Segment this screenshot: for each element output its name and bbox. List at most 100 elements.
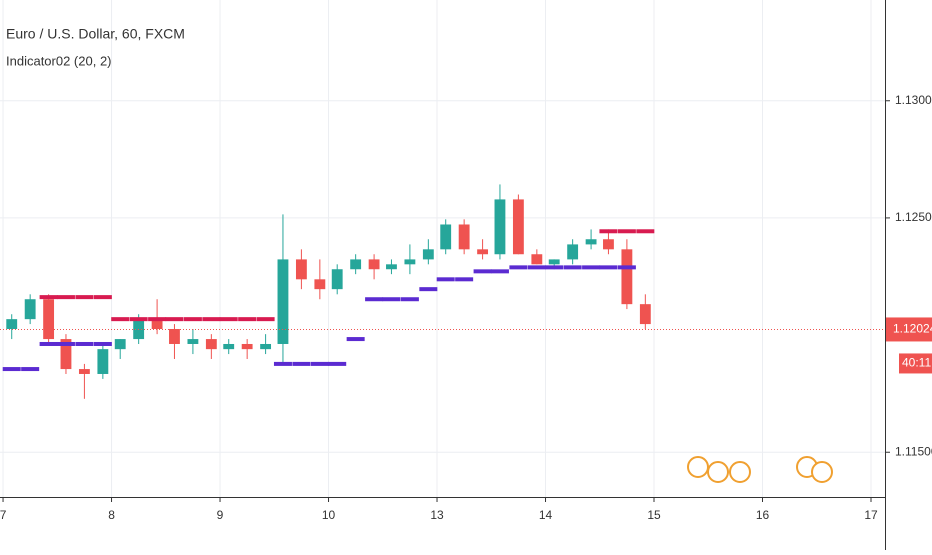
indicator-dot [292,361,311,366]
indicator-dot [490,269,509,274]
event-icon [687,456,709,478]
x-tick-label: 8 [108,508,115,522]
candle-body [314,279,326,290]
indicator-dot [346,337,365,342]
candle-body [512,199,524,255]
candle-body [187,339,199,344]
indicator-dot [21,367,40,372]
indicator-label: Indicator02 (20, 2) [6,53,112,68]
indicator-dot [400,297,419,302]
candle-body [151,319,163,329]
candle-body [6,319,18,329]
chart-title: Euro / U.S. Dollar, 60, FXCM [6,26,185,42]
candle-body [24,299,36,320]
candle-body [368,259,380,270]
indicator-dot [617,265,636,270]
x-tick-label: 10 [322,508,336,522]
x-tick-label: 7 [0,508,7,522]
candle-body [404,259,416,265]
candle-body [567,244,579,260]
candle-body [277,259,289,344]
candle-body [97,349,109,374]
candle-body [350,259,362,270]
candle-body [494,199,506,255]
indicator-dot [599,265,618,270]
y-tick-label: 1.12500 [895,210,932,224]
candle-body [114,339,126,350]
candle-body [440,224,452,250]
indicator-dot [328,361,347,366]
indicator-dot [56,295,75,300]
candle-body [205,339,217,350]
indicator-dot [599,229,618,234]
indicator-dot [636,229,655,234]
candle-body [331,269,343,290]
x-tick-label: 9 [217,508,224,522]
candle-body [260,343,272,350]
indicator-dot [75,295,94,300]
current-price-box [886,317,932,342]
event-icon [811,461,833,483]
marks [2,184,655,399]
candle-body [169,328,180,344]
indicator-dot [238,317,257,322]
candle-body [241,343,253,350]
indicator-dot [382,297,401,302]
y-tick-label: 1.11500 [895,444,932,458]
candle-body [295,259,307,280]
candle-body [386,264,397,270]
x-tick-label: 17 [864,508,878,522]
indicator-dot [563,265,582,270]
candle-body [223,343,235,350]
event-icons [687,456,833,483]
countdown-box [899,353,932,374]
indicator-dot [545,265,564,270]
indicator-dot [111,317,130,322]
indicator-dot [148,317,167,322]
countdown-label: 40:11 [902,356,931,370]
candle-body [458,224,470,250]
x-tick-label: 14 [539,508,553,522]
indicator-dot [419,287,438,292]
candle-body [639,304,651,325]
event-icon [729,461,751,483]
indicator-dot [183,317,202,322]
candle-body [603,239,614,250]
indicator-dot [39,341,58,346]
indicator-dot [473,269,492,274]
indicator-dot [93,295,112,300]
indicator-dot [129,317,148,322]
candle-body [531,254,543,265]
indicator-dot [365,297,384,302]
candle-body [60,339,72,370]
indicator-dot [617,229,636,234]
candle-body [548,259,560,265]
indicator-dot [93,341,112,346]
x-tick-label: 16 [756,508,770,522]
grid [0,0,885,497]
candle-body [78,369,90,374]
candle-body [422,249,434,260]
indicator-dot [310,361,329,366]
indicator-dot [2,367,21,372]
x-tick-label: 13 [430,508,444,522]
indicator-dot [39,295,58,300]
indicator-dot [527,265,546,270]
indicator-dot [219,317,238,322]
indicator-dot [56,341,75,346]
candle-body [585,239,597,245]
y-tick-label: 1.13000 [895,93,932,107]
indicator-dot [273,361,292,366]
event-icon [707,461,729,483]
indicator-dot [165,317,184,322]
indicator-dot [436,277,455,282]
indicator-dot [256,317,275,322]
x-tick-label: 15 [647,508,661,522]
indicator-dot [75,341,94,346]
indicator-dot [202,317,221,322]
indicator-dot [455,277,474,282]
